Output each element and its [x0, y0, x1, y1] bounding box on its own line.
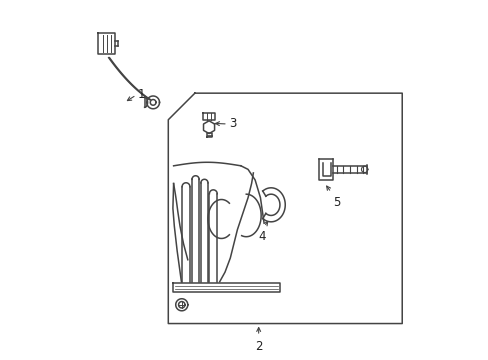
Text: 1: 1: [138, 88, 145, 101]
Text: 5: 5: [332, 196, 340, 209]
Text: 2: 2: [254, 339, 262, 352]
Text: 4: 4: [258, 230, 265, 243]
Text: 3: 3: [229, 117, 237, 130]
